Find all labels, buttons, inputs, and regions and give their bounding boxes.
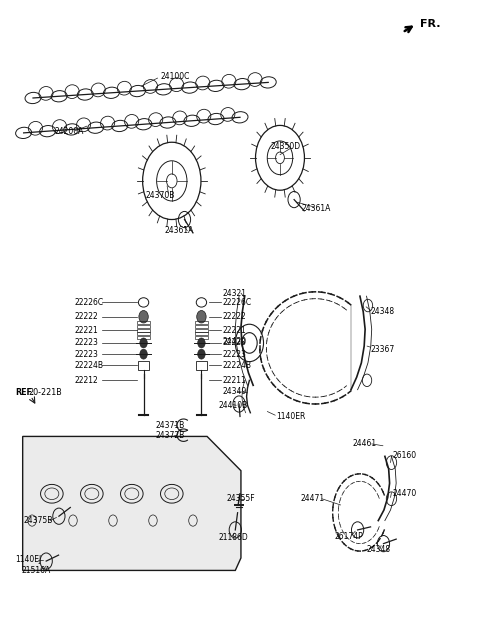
Text: 22223: 22223 [222,350,246,359]
Text: 21516A: 21516A [21,566,50,575]
Text: 22221: 22221 [74,326,98,335]
Text: 22222: 22222 [74,312,98,321]
Text: 22211: 22211 [222,376,246,385]
Text: 22222: 22222 [222,312,246,321]
Text: 24371B: 24371B [156,420,185,430]
Text: 24370B: 24370B [146,191,175,200]
Circle shape [197,310,206,323]
Circle shape [198,338,205,348]
Circle shape [140,349,147,359]
Text: FR.: FR. [420,19,440,29]
Text: 24348: 24348 [366,545,390,555]
Text: 24470: 24470 [393,489,417,498]
Circle shape [140,338,147,348]
Text: 24349: 24349 [222,387,246,396]
Text: 26160: 26160 [393,451,417,460]
Text: 24100C: 24100C [160,72,190,81]
Bar [137,325,150,328]
Text: 22226C: 22226C [74,298,104,307]
Bar [137,329,150,332]
Text: 24361A: 24361A [301,204,331,213]
Text: 22223: 22223 [222,338,246,347]
Bar [195,325,207,328]
Text: 24461: 24461 [353,439,377,448]
Bar [195,329,207,332]
Bar [195,321,207,324]
Bar [138,361,149,370]
Polygon shape [23,436,241,570]
Text: 24348: 24348 [371,307,395,316]
Text: 24361A: 24361A [165,226,194,235]
Text: 1140ER: 1140ER [276,412,306,421]
Bar [195,333,207,335]
Text: 1140EJ: 1140EJ [15,555,41,564]
Text: 23367: 23367 [371,345,395,354]
Text: 22221: 22221 [222,326,246,335]
Text: 24355F: 24355F [227,494,255,503]
Text: 20-221B: 20-221B [28,389,62,398]
Text: 24471: 24471 [300,494,324,503]
Text: 22224B: 22224B [222,361,251,370]
Bar [196,361,207,370]
Text: 22224B: 22224B [74,361,103,370]
Text: 26174P: 26174P [334,532,363,541]
Text: 22223: 22223 [74,350,98,359]
Text: 24420: 24420 [222,337,246,346]
Text: 22212: 22212 [74,376,98,385]
Circle shape [198,349,205,359]
Text: 24350D: 24350D [271,142,300,151]
Text: 22223: 22223 [74,338,98,347]
Bar [137,336,150,339]
Text: 24372B: 24372B [156,431,185,439]
Text: 22226C: 22226C [222,298,251,307]
Text: 21186D: 21186D [219,533,249,542]
Bar [137,333,150,335]
Text: 24321: 24321 [222,289,246,298]
Text: 24410B: 24410B [219,401,248,410]
Bar [137,321,150,324]
Circle shape [139,310,148,323]
Text: REF.: REF. [15,389,34,398]
Bar [195,336,207,339]
Text: 24200A: 24200A [54,127,84,135]
Text: 24375B: 24375B [24,516,53,525]
